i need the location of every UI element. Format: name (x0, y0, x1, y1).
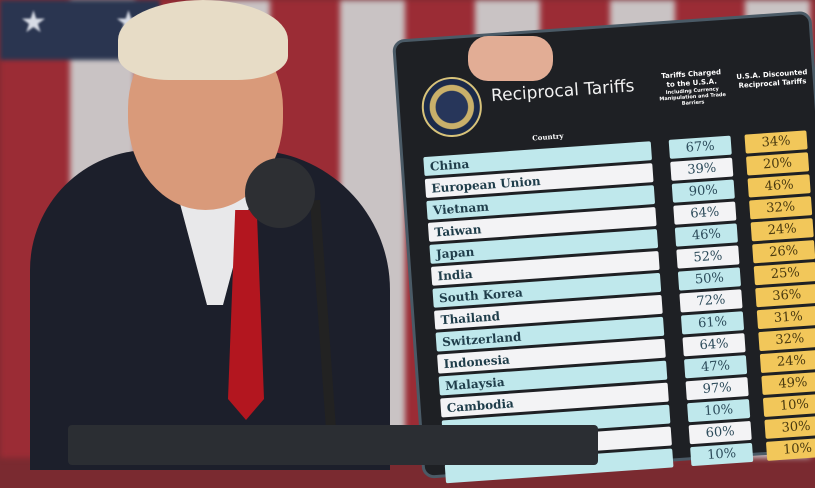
discounted-cell: 26% (752, 240, 815, 264)
charged-header-note: Including Currency Manipulation and Trad… (659, 86, 727, 107)
discounted-column-header: U.S.A. Discounted Reciprocal Tariffs (736, 68, 808, 90)
charged-cell: 10% (690, 442, 754, 467)
discounted-cell: 32% (758, 327, 815, 352)
charged-cell: 64% (673, 201, 737, 225)
charged-cell: 10% (687, 398, 751, 423)
charged-cell: 60% (688, 420, 752, 445)
charged-cell: 90% (671, 179, 735, 203)
discounted-cell: 31% (756, 305, 815, 330)
tariff-board: Reciprocal Tariffs Tariffs Charged to th… (392, 10, 815, 484)
charged-cell: 72% (679, 289, 743, 313)
discounted-cell: 46% (747, 174, 811, 198)
charged-cell: 97% (685, 377, 749, 401)
discounted-cell: 10% (765, 437, 815, 461)
charged-cell: 47% (683, 355, 748, 379)
discounted-cell: 34% (744, 130, 808, 154)
discounted-cell: 49% (761, 371, 815, 396)
microphone-icon (245, 158, 315, 228)
discounted-cell: 20% (745, 152, 810, 176)
discounted-cell: 10% (762, 393, 815, 417)
hand (468, 36, 553, 81)
discounted-cell: 25% (753, 261, 815, 286)
red-tie (228, 210, 264, 420)
podium (68, 425, 598, 465)
charged-column-header: Tariffs Charged to the U.S.A. Including … (656, 68, 728, 109)
star-icon: ★ (20, 5, 47, 40)
discounted-cell: 24% (750, 218, 814, 242)
discounted-cell: 30% (764, 415, 815, 439)
charged-cell: 67% (668, 135, 732, 159)
charged-cell: 39% (670, 157, 734, 181)
charged-cell: 52% (676, 245, 740, 269)
charged-cell: 46% (674, 223, 738, 247)
charged-cell: 61% (680, 311, 745, 335)
discounted-cell: 32% (749, 196, 813, 220)
charged-cell: 64% (682, 333, 746, 357)
discounted-cell: 24% (759, 349, 815, 374)
discounted-cell: 36% (755, 283, 815, 308)
charged-cell: 50% (677, 267, 742, 291)
speaker-hair (118, 0, 288, 80)
country-column-header: Country (531, 131, 564, 143)
presidential-seal-icon (419, 74, 484, 140)
